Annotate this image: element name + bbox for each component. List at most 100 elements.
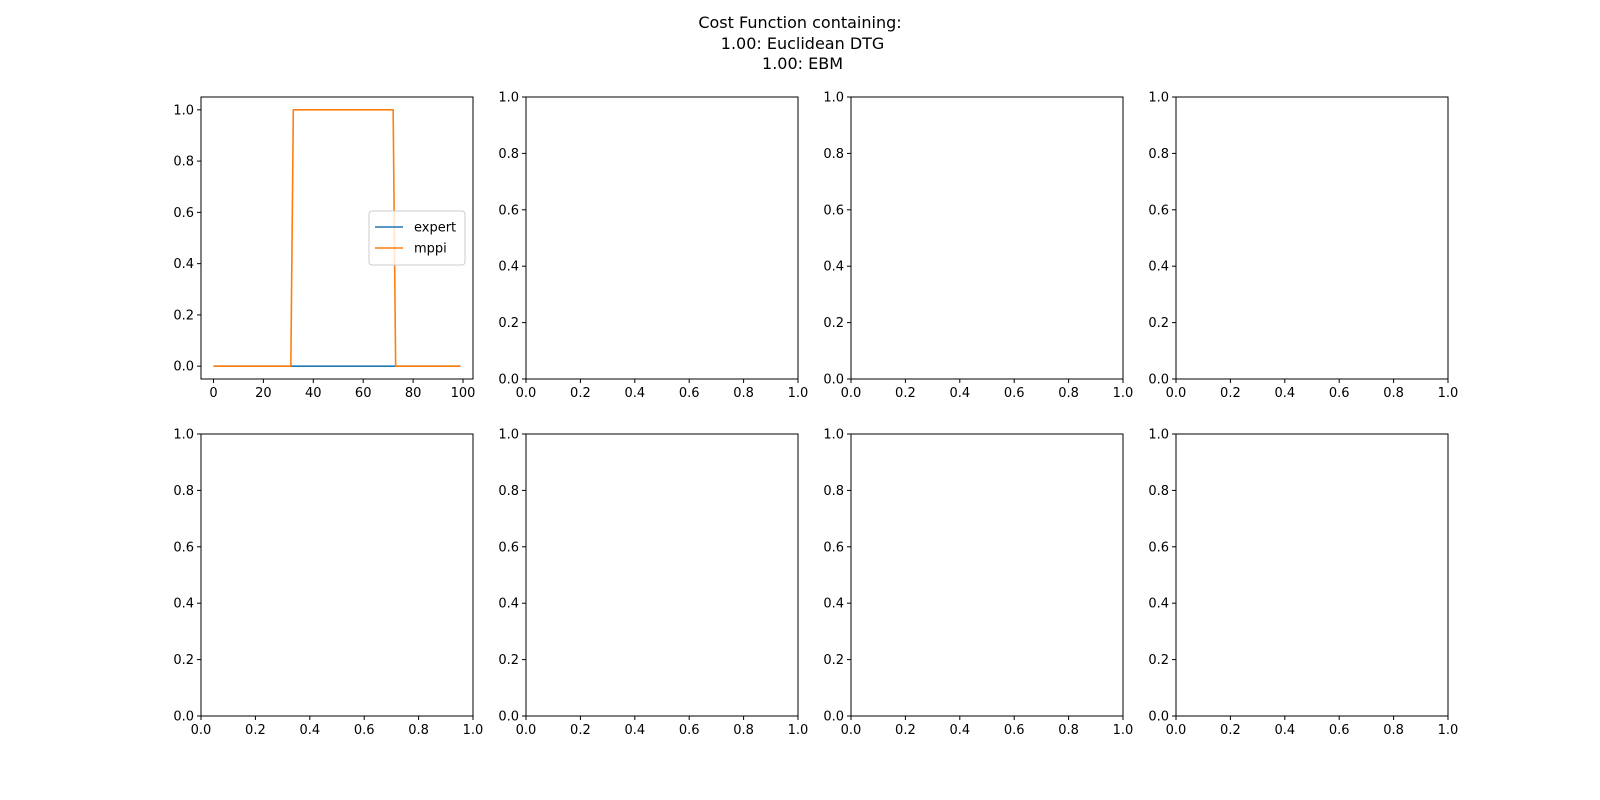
y-tick-label: 0.8 [1148,147,1169,162]
figure-title-line-1: Cost Function containing: [698,13,902,32]
legend: expert mppi [368,210,466,266]
y-tick-label: 0.2 [498,653,519,668]
y-tick-label: 0.4 [498,260,519,275]
y-tick-label: 0.6 [173,540,194,555]
x-tick-label: 0.0 [841,723,862,738]
x-tick-label: 0.2 [895,723,916,738]
x-tick-label: 40 [305,386,322,401]
y-tick-label: 1.0 [173,103,194,118]
y-tick-label: 0.4 [823,597,844,612]
y-tick-label: 0.0 [823,373,844,388]
x-tick-label: 1.0 [1438,386,1459,401]
y-tick-label: 0.8 [498,484,519,499]
x-tick-label: 1.0 [788,386,809,401]
y-tick-label: 0.0 [1148,373,1169,388]
y-tick-label: 1.0 [173,428,194,443]
x-tick-label: 0.6 [679,723,700,738]
x-tick-label: 0.4 [949,386,970,401]
x-tick-label: 0.0 [516,723,537,738]
y-tick-label: 0.4 [173,257,194,272]
subplot-7: 0.0 0.2 0.4 0.6 0.8 1.0 0.0 0.2 0.4 0.6 0.8 1.0 [823,428,1133,739]
x-tick-label: 0.6 [1004,723,1025,738]
y-tick-label: 0.0 [1148,710,1169,725]
x-tick-label: 1.0 [1438,723,1459,738]
x-tick-label: 100 [451,386,476,401]
y-tick-label: 0.0 [173,360,194,375]
y-tick-label: 0.8 [1148,484,1169,499]
x-tick-label: 0.2 [570,723,591,738]
y-tick-label: 0.8 [498,147,519,162]
x-tick-label: 0.8 [733,386,754,401]
x-tick-label: 0.4 [624,723,645,738]
x-tick-label: 0.2 [570,386,591,401]
axes-frame [1175,96,1449,380]
y-tick-label: 0.6 [498,203,519,218]
subplot-2: 0.0 0.2 0.4 0.6 0.8 1.0 0.0 0.2 0.4 0.6 0.8 1.0 [498,91,808,402]
x-tick-label: 0.4 [299,723,320,738]
x-tick-label: 0.6 [1329,386,1350,401]
axes-frame [1175,433,1449,717]
x-tick-label: 80 [405,386,422,401]
x-tick-label: 0.2 [1220,723,1241,738]
subplot-6: 0.0 0.2 0.4 0.6 0.8 1.0 0.0 0.2 0.4 0.6 0.8 1.0 [498,428,808,739]
y-tick-label: 0.8 [823,484,844,499]
x-tick-label: 0.6 [679,386,700,401]
y-tick-label: 0.6 [498,540,519,555]
x-tick-label: 0.0 [1166,723,1187,738]
legend-label-expert: expert [414,221,456,236]
y-tick-label: 0.2 [173,653,194,668]
y-tick-label: 0.4 [823,260,844,275]
x-tick-label: 0.8 [1058,723,1079,738]
y-tick-label: 1.0 [1148,91,1169,106]
axes-frame [850,96,1124,380]
y-tick-label: 0.2 [1148,653,1169,668]
y-tick-label: 0.2 [1148,316,1169,331]
y-tick-label: 0.0 [823,710,844,725]
x-tick-label: 0.8 [1058,386,1079,401]
legend-label-mppi: mppi [414,242,447,257]
axes-frame [525,433,799,717]
x-tick-label: 0.0 [191,723,212,738]
x-tick-label: 0.4 [1274,723,1295,738]
legend-box [368,210,466,266]
subplot-1: 0 20 40 60 80 100 0.0 0.2 0.4 0.6 0.8 1.0 expert mppi [173,96,476,401]
x-tick-label: 0.8 [408,723,429,738]
x-tick-label: 0.2 [1220,386,1241,401]
y-tick-label: 0.6 [1148,203,1169,218]
x-tick-label: 1.0 [1113,386,1134,401]
y-tick-label: 1.0 [498,428,519,443]
x-tick-label: 1.0 [463,723,484,738]
x-tick-label: 0.0 [516,386,537,401]
x-tick-label: 0 [209,386,217,401]
y-tick-label: 0.4 [173,597,194,612]
y-tick-label: 1.0 [498,91,519,106]
y-tick-label: 1.0 [1148,428,1169,443]
figure-title-line-2: 1.00: Euclidean DTG [715,33,885,53]
x-tick-label: 20 [255,386,272,401]
figure-title-line-3: 1.00: EBM [756,54,844,73]
y-tick-label: 0.8 [823,147,844,162]
y-tick-label: 0.2 [823,653,844,668]
axes-frame [850,433,1124,717]
x-tick-label: 0.0 [1166,386,1187,401]
y-tick-label: 0.6 [823,540,844,555]
x-tick-label: 1.0 [1113,723,1134,738]
y-tick-label: 0.6 [1148,540,1169,555]
x-tick-label: 0.6 [1004,386,1025,401]
y-tick-label: 1.0 [823,91,844,106]
y-tick-label: 0.0 [498,710,519,725]
y-tick-label: 0.4 [1148,260,1169,275]
subplot-3: 0.0 0.2 0.4 0.6 0.8 1.0 0.0 0.2 0.4 0.6 0.8 1.0 [823,91,1133,402]
figure-title: Cost Function containing: 1.00: Euclidea… [0,13,1600,75]
x-tick-label: 0.4 [1274,386,1295,401]
y-tick-label: 0.4 [1148,597,1169,612]
x-tick-label: 0.8 [1383,386,1404,401]
y-tick-label: 0.8 [173,484,194,499]
subplot-8: 0.0 0.2 0.4 0.6 0.8 1.0 0.0 0.2 0.4 0.6 0.8 1.0 [1148,428,1458,739]
y-tick-label: 0.8 [173,155,194,170]
subplot-5: 0.0 0.2 0.4 0.6 0.8 1.0 0.0 0.2 0.4 0.6 0.8 1.0 [173,428,483,739]
y-tick-label: 0.2 [173,308,194,323]
subplot-4: 0.0 0.2 0.4 0.6 0.8 1.0 0.0 0.2 0.4 0.6 0.8 1.0 [1148,91,1458,402]
y-tick-label: 1.0 [823,428,844,443]
y-tick-label: 0.6 [823,203,844,218]
